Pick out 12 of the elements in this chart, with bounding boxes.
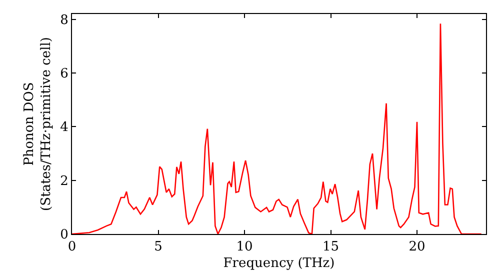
y-tick-label: 0 xyxy=(60,228,68,243)
line-series xyxy=(72,23,482,234)
x-tick-label: 10 xyxy=(236,240,253,255)
x-tick-label: 15 xyxy=(322,240,340,255)
x-axis-title: Frequency (THz) xyxy=(223,256,335,272)
y-axis-title: Phonon DOS (States/THz·primitive cell) xyxy=(22,36,54,212)
y-tick-label: 4 xyxy=(60,120,68,136)
x-tick-label: 20 xyxy=(408,240,426,255)
x-tick-label: 5 xyxy=(154,240,162,255)
y-tick-label: 6 xyxy=(60,66,68,82)
y-tick-label: 2 xyxy=(60,174,68,189)
y-tick-label: 8 xyxy=(60,12,68,28)
